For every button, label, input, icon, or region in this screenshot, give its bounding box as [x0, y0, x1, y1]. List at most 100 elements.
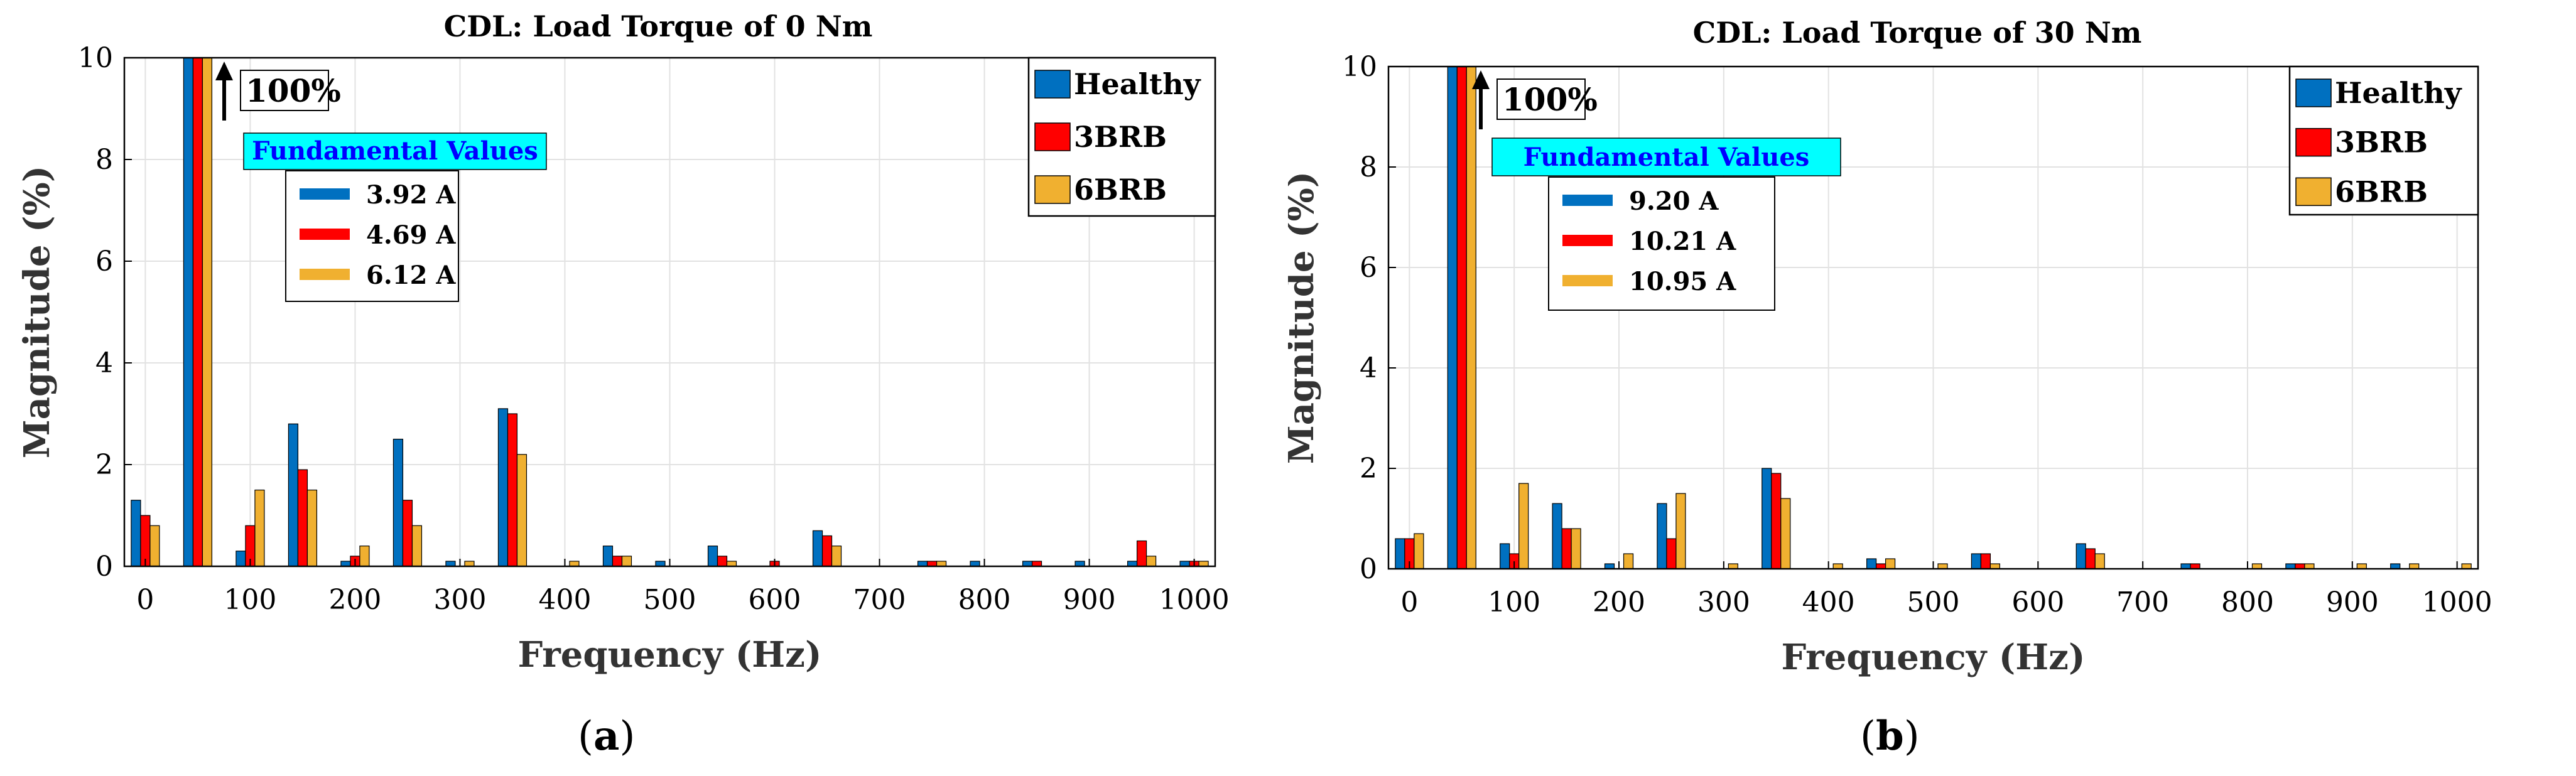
fundamental-value: 10.95 A — [1629, 267, 1736, 296]
fundamental-value: 10.21 A — [1629, 227, 1736, 256]
bar-healthy — [602, 545, 614, 567]
x-tick-label: 800 — [2221, 586, 2274, 618]
legend-label: 3BRB — [1074, 120, 1167, 154]
y-tick-label: 10 — [1342, 51, 1377, 83]
caption-a: (a) — [578, 713, 636, 760]
bar-3brb — [1771, 473, 1782, 569]
y-axis-label: Magnitude (%) — [16, 166, 58, 458]
legend-label: Healthy — [2335, 76, 2462, 110]
fundamental-title-box — [243, 132, 547, 170]
x-tick-label: 900 — [2326, 586, 2379, 618]
bar-healthy — [1395, 538, 1405, 569]
x-tick-label: 800 — [958, 584, 1011, 616]
bar-6brb — [1414, 533, 1424, 569]
bar-3brb — [1980, 553, 1991, 569]
fundamental-swatch — [300, 229, 350, 240]
y-tick-label: 0 — [1360, 553, 1377, 585]
bar-healthy — [1500, 543, 1510, 569]
legend-swatch-3brb — [1034, 122, 1071, 151]
bar-healthy — [2075, 543, 2086, 569]
bar-healthy — [131, 500, 141, 567]
caption-b-letter: b — [1875, 713, 1904, 760]
legend-label: 6BRB — [2335, 175, 2428, 208]
bar-6brb — [1675, 493, 1686, 569]
x-tick-label: 200 — [1593, 586, 1645, 618]
bar-3brb — [1561, 528, 1572, 569]
x-tick-label: 0 — [1400, 586, 1418, 618]
y-tick-label: 4 — [1360, 352, 1377, 384]
y-tick-label: 4 — [95, 347, 113, 379]
y-tick-label: 8 — [1360, 151, 1377, 183]
bar-healthy — [288, 423, 299, 567]
x-axis-label: Frequency (Hz) — [1782, 637, 2086, 678]
legend-swatch-6brb — [1034, 175, 1071, 204]
legend-swatch-healthy — [1034, 70, 1071, 99]
bar-6brb — [202, 57, 213, 567]
bar-3brb — [297, 469, 308, 567]
legend-swatch-healthy — [2295, 78, 2332, 107]
bar-healthy — [1971, 553, 1982, 569]
bar-6brb — [1518, 483, 1529, 569]
fundamental-swatch — [1562, 235, 1613, 246]
fundamental-swatch — [1562, 275, 1613, 286]
bar-6brb — [254, 489, 265, 567]
x-axis-label: Frequency (Hz) — [518, 634, 822, 676]
caption-b: (b) — [1860, 713, 1920, 760]
bar-healthy — [392, 438, 404, 567]
arrow-head — [215, 62, 233, 80]
chart-a: 0 100 200 300 400 500 600 700 800 900 1000 0 2 4 6 8 10 C… — [16, 9, 1230, 676]
fundamental-value: 4.69 A — [366, 220, 456, 250]
bar-6brb — [621, 556, 632, 567]
fundamental-swatch — [300, 269, 350, 280]
fundamental-value: 3.92 A — [366, 180, 456, 210]
y-axis-label: Magnitude (%) — [1288, 171, 1322, 464]
x-tick-label: 700 — [2116, 586, 2169, 618]
bar-healthy — [812, 530, 823, 567]
bar-3brb — [612, 556, 623, 567]
caption-a-letter: a — [593, 713, 620, 760]
bar-6brb — [306, 489, 318, 567]
legend-swatch-6brb — [2295, 177, 2332, 207]
bar-6brb — [1780, 498, 1791, 569]
bar-3brb — [1666, 538, 1677, 569]
x-tick-label: 400 — [538, 584, 591, 616]
legend-swatch-3brb — [2295, 127, 2332, 157]
x-tick-label: 900 — [1063, 584, 1116, 616]
bar-3brb — [2085, 548, 2096, 569]
chart-title: CDL: Load Torque of 0 Nm — [444, 9, 873, 43]
y-tick-label: 6 — [1360, 252, 1377, 284]
bar-healthy — [1866, 558, 1877, 569]
y-tick-label: 2 — [95, 449, 113, 481]
bar-6brb — [1623, 553, 1634, 569]
x-tick-label: 700 — [853, 584, 906, 616]
fundamental-title: Fundamental Values — [252, 136, 538, 166]
arrow-label: 100% — [1502, 81, 1598, 118]
bar-healthy — [1657, 503, 1667, 569]
bar-3brb — [1456, 66, 1467, 569]
x-tick-label: 1000 — [2422, 586, 2492, 618]
bar-6brb — [831, 545, 842, 567]
bar-3brb — [1136, 540, 1147, 567]
fundamental-swatch — [1562, 195, 1613, 206]
legend-label: 3BRB — [2335, 126, 2428, 159]
legend-label: Healthy — [1074, 67, 1201, 101]
x-tick-label: 600 — [749, 584, 801, 616]
bar-6brb — [1571, 528, 1581, 569]
y-tick-label: 8 — [95, 144, 113, 176]
bar-healthy — [1552, 503, 1562, 569]
bar-3brb — [821, 535, 833, 567]
x-tick-label: 300 — [1697, 586, 1750, 618]
bar-3brb — [507, 413, 518, 567]
y-tick-label: 0 — [95, 551, 113, 583]
bar-3brb — [140, 515, 151, 567]
x-tick-label: 500 — [1907, 586, 1960, 618]
bar-6brb — [1466, 66, 1476, 569]
fundamental-title: Fundamental Values — [1523, 143, 1810, 172]
x-tick-label: 200 — [328, 584, 381, 616]
y-tick-label: 2 — [1360, 453, 1377, 485]
bar-healthy — [235, 551, 246, 567]
fundamental-value: 6.12 A — [366, 261, 456, 290]
fundamental-swatch — [300, 188, 350, 200]
bar-6brb — [411, 525, 423, 567]
x-tick-label: 100 — [1488, 586, 1540, 618]
